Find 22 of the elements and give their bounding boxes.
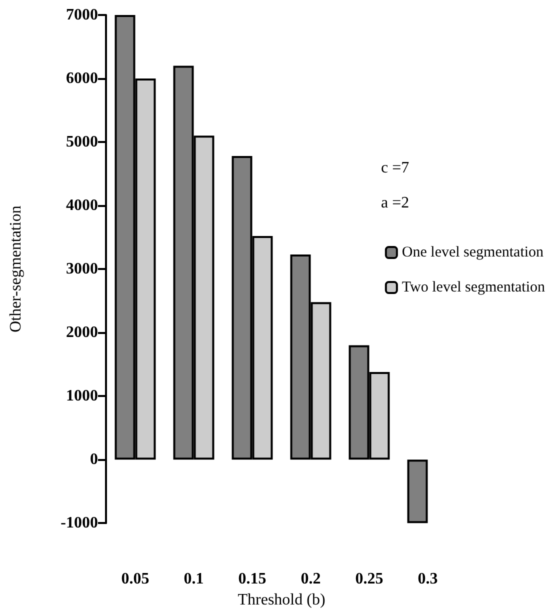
annotation: c =7: [381, 160, 410, 176]
y-tick-label: 0: [90, 451, 98, 468]
legend-label: Two level segmentation: [402, 280, 546, 296]
x-tick-label: 0.25: [355, 570, 384, 588]
y-tick-label: -1000: [60, 514, 98, 532]
legend-label: One level segmentation: [402, 244, 544, 260]
x-tick-label: 0.05: [121, 570, 150, 588]
y-axis-title: Other-segmentation: [8, 206, 24, 332]
y-tick-label: 5000: [66, 134, 98, 151]
x-tick-label: 0.15: [238, 570, 266, 588]
x-tick-label: 0.1: [184, 570, 204, 588]
x-axis-title: Threshold (b): [238, 592, 326, 608]
bar: [407, 460, 428, 524]
y-tick-label: 7000: [66, 6, 98, 24]
y-tick-label: 4000: [66, 197, 98, 214]
y-tick-label: 6000: [66, 70, 98, 88]
y-tick-label: 2000: [66, 324, 98, 342]
y-tick-label: 1000: [66, 388, 98, 405]
x-tick-label: 0.3: [418, 570, 438, 588]
annotation: a =2: [381, 194, 410, 212]
y-tick-label: 3000: [66, 260, 98, 278]
x-tick-label: 0.2: [300, 570, 321, 588]
